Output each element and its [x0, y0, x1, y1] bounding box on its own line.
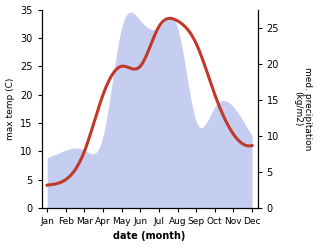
- X-axis label: date (month): date (month): [114, 231, 186, 242]
- Y-axis label: med. precipitation
(kg/m2): med. precipitation (kg/m2): [293, 67, 313, 150]
- Y-axis label: max temp (C): max temp (C): [5, 78, 15, 140]
